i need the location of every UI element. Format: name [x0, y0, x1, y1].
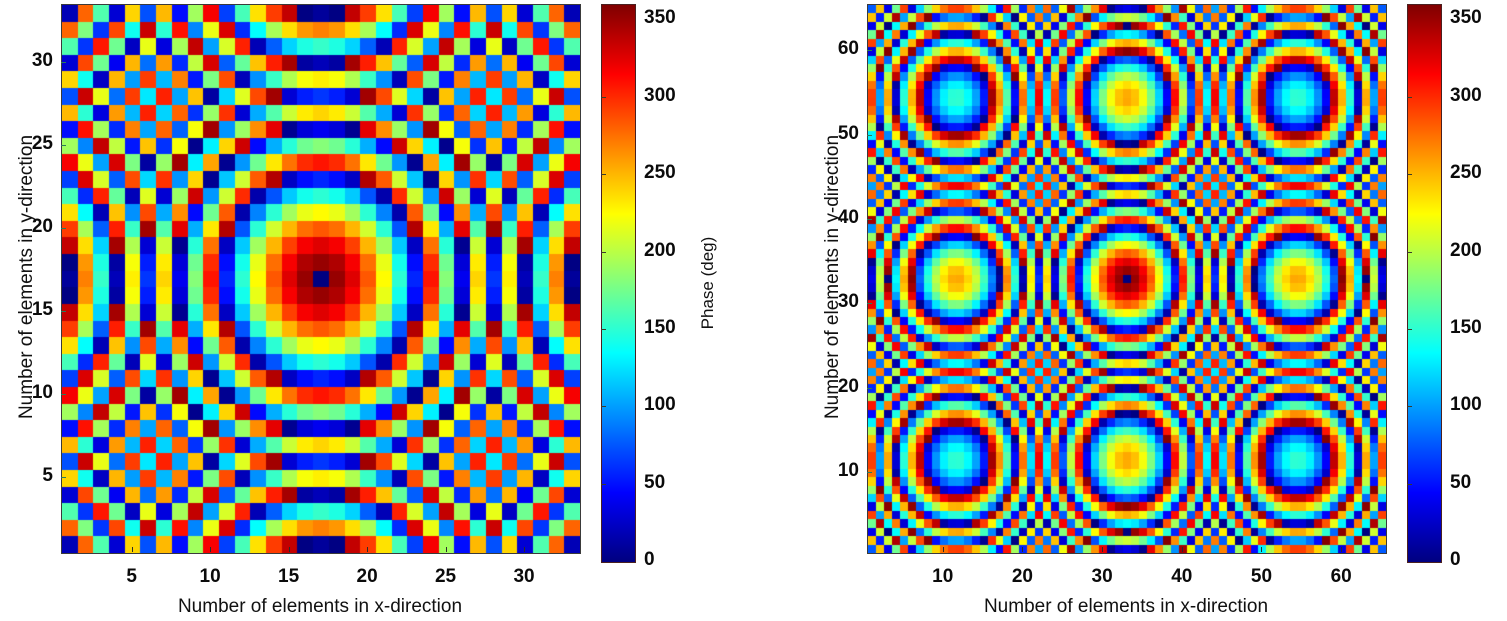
left-heatmap-canvas — [62, 5, 580, 553]
rp-colorbar-tick-label: 50 — [1450, 471, 1472, 493]
rp-colorbar-tick-label: 250 — [1450, 162, 1482, 184]
lp-x-tick-mark — [288, 547, 290, 552]
rp-colorbar-tick-mark — [1407, 96, 1412, 98]
rp-y-tick-mark — [867, 303, 872, 305]
rp-colorbar-tick-label: 200 — [1450, 239, 1482, 261]
lp-x-tick-label: 10 — [199, 566, 221, 587]
right-heatmap-canvas — [868, 5, 1386, 553]
rp-x-tick-label: 40 — [1171, 566, 1193, 587]
rp-y-tick-mark — [867, 387, 872, 389]
right-colorbar-gradient — [1408, 5, 1441, 562]
right-heatmap — [867, 4, 1387, 554]
lp-colorbar-tick-mark — [601, 174, 606, 176]
lp-colorbar-tick-label: 350 — [644, 7, 676, 29]
rp-y-tick-mark — [867, 50, 872, 52]
left-colorbar-label: Phase (deg) — [698, 236, 717, 329]
rp-y-tick-label: 10 — [837, 459, 859, 481]
rp-x-tick-mark — [1261, 547, 1263, 552]
lp-y-tick-label: 25 — [31, 133, 53, 155]
right-panel: Number of elements in y-direction Number… — [760, 0, 1507, 621]
rp-y-tick-label: 20 — [837, 375, 859, 397]
left-colorbar — [601, 4, 636, 563]
lp-colorbar-tick-label: 100 — [644, 394, 676, 416]
lp-colorbar-tick-mark — [601, 483, 606, 485]
rp-y-tick-mark — [867, 471, 872, 473]
rp-colorbar-tick-mark — [1407, 406, 1412, 408]
lp-y-tick-label: 10 — [31, 382, 53, 404]
lp-x-tick-mark — [367, 547, 369, 552]
lp-colorbar-tick-label: 250 — [644, 162, 676, 184]
rp-x-tick-mark — [942, 547, 944, 552]
lp-colorbar-tick-mark — [601, 328, 606, 330]
lp-x-tick-label: 5 — [126, 566, 137, 587]
lp-x-tick-label: 20 — [356, 566, 378, 587]
right-x-axis-label: Number of elements in x-direction — [983, 596, 1269, 617]
lp-y-tick-mark — [61, 477, 66, 479]
rp-x-tick-label: 20 — [1011, 566, 1033, 587]
lp-y-tick-mark — [61, 228, 66, 230]
rp-x-tick-mark — [1102, 547, 1104, 552]
lp-colorbar-tick-mark — [601, 251, 606, 253]
rp-colorbar-tick-mark — [1407, 328, 1412, 330]
lp-y-tick-mark — [61, 145, 66, 147]
rp-y-tick-mark — [867, 134, 872, 136]
left-panel: Number of elements in y-direction Number… — [16, 4, 717, 617]
rp-x-tick-mark — [1181, 547, 1183, 552]
lp-colorbar-tick-label: 0 — [644, 549, 655, 570]
lp-x-tick-label: 25 — [434, 566, 457, 587]
rp-colorbar-tick-label: 350 — [1450, 7, 1482, 29]
lp-colorbar-tick-label: 50 — [644, 471, 666, 493]
lp-colorbar-tick-mark — [601, 406, 606, 408]
rp-y-tick-label: 50 — [837, 122, 859, 144]
rp-colorbar-tick-mark — [1407, 251, 1412, 253]
lp-x-tick-mark — [131, 547, 133, 552]
rp-y-tick-label: 60 — [837, 38, 859, 60]
lp-y-tick-label: 5 — [42, 465, 53, 487]
lp-colorbar-tick-mark — [601, 96, 606, 98]
left-colorbar-gradient — [602, 5, 635, 562]
lp-y-tick-mark — [61, 311, 66, 313]
lp-x-tick-mark — [445, 547, 447, 552]
lp-y-tick-mark — [61, 394, 66, 396]
rp-x-tick-label: 60 — [1330, 566, 1352, 587]
lp-x-tick-mark — [524, 547, 526, 552]
rp-colorbar-tick-label: 0 — [1450, 549, 1461, 570]
lp-y-tick-mark — [61, 62, 66, 64]
rp-x-tick-mark — [1022, 547, 1024, 552]
lp-x-tick-label: 15 — [278, 566, 300, 587]
lp-colorbar-tick-label: 300 — [644, 84, 676, 106]
rp-x-tick-label: 50 — [1250, 566, 1273, 587]
rp-x-tick-mark — [1341, 547, 1343, 552]
lp-y-tick-label: 15 — [31, 299, 53, 321]
rp-colorbar-tick-label: 300 — [1450, 84, 1482, 106]
lp-x-tick-label: 30 — [513, 566, 535, 587]
rp-colorbar-tick-mark — [1407, 174, 1412, 176]
rp-x-tick-label: 30 — [1091, 566, 1113, 587]
lp-x-tick-mark — [210, 547, 212, 552]
rp-colorbar-tick-label: 100 — [1450, 394, 1482, 416]
rp-colorbar-tick-label: 150 — [1450, 316, 1482, 338]
rp-colorbar-tick-mark — [1407, 483, 1412, 485]
rp-y-tick-label: 30 — [837, 291, 859, 313]
rp-x-tick-label: 10 — [932, 566, 954, 587]
left-x-axis-label: Number of elements in x-direction — [177, 596, 463, 617]
lp-colorbar-tick-label: 150 — [644, 316, 676, 338]
lp-y-tick-label: 20 — [31, 216, 53, 238]
left-heatmap — [61, 4, 581, 554]
lp-y-tick-label: 30 — [31, 50, 53, 72]
right-colorbar — [1407, 4, 1442, 563]
lp-colorbar-tick-label: 200 — [644, 239, 676, 261]
rp-y-tick-mark — [867, 218, 872, 220]
rp-y-tick-label: 40 — [837, 206, 859, 228]
